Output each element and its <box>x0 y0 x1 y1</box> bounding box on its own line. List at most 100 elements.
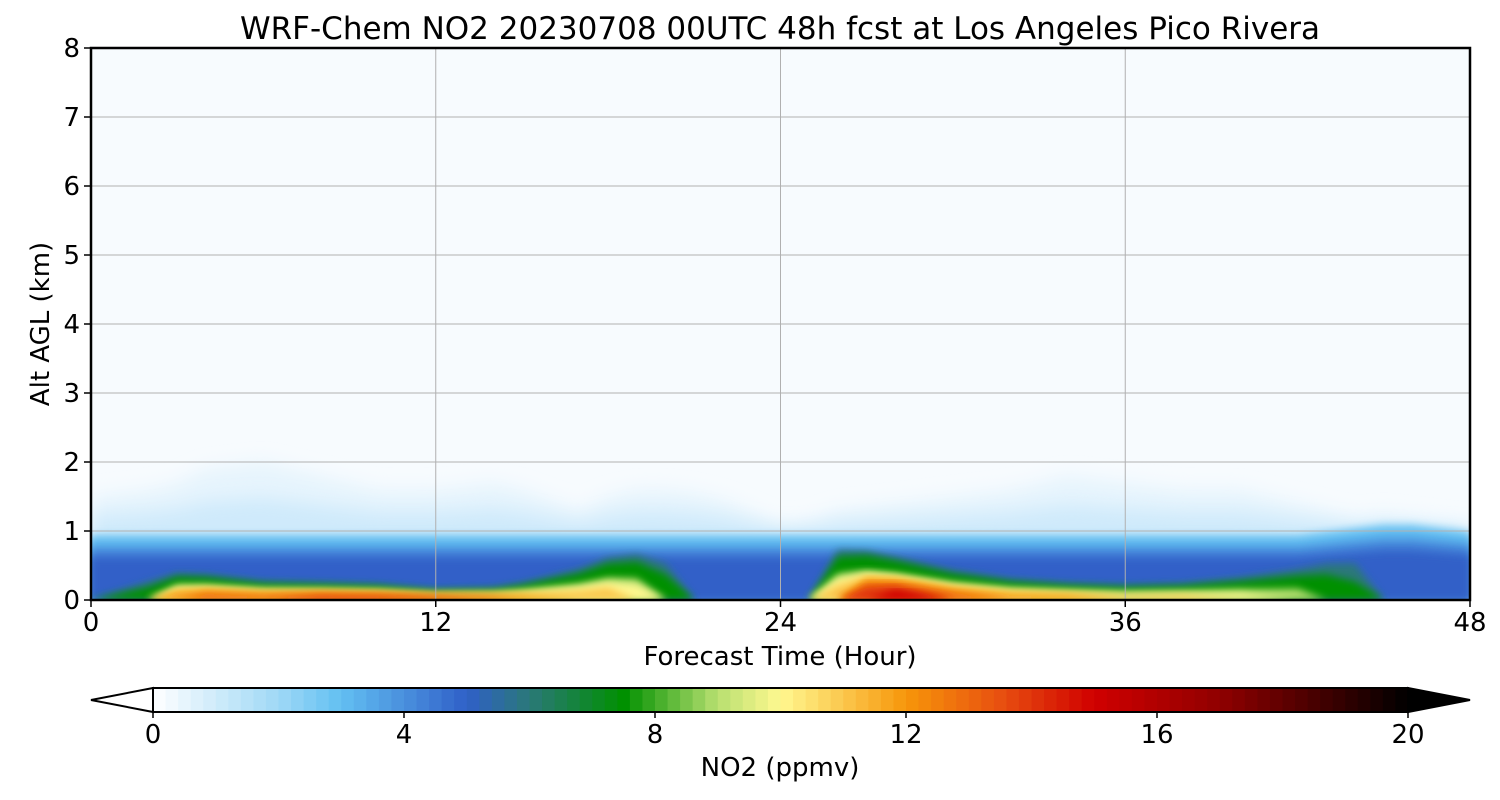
y-tick-label: 7 <box>63 103 80 133</box>
contour-layer <box>91 582 1470 600</box>
colorbar-segment <box>793 688 807 712</box>
colorbar-segment <box>1131 688 1146 712</box>
colorbar-segment <box>278 688 292 712</box>
y-tick-label: 1 <box>63 517 80 547</box>
chart-title: WRF-Chem NO2 20230708 00UTC 48h fcst at … <box>240 11 1320 47</box>
x-axis-label: Forecast Time (Hour) <box>643 642 916 672</box>
colorbar-segment <box>542 688 556 712</box>
colorbar-segment <box>1320 688 1334 712</box>
colorbar-segment <box>353 688 367 712</box>
colorbar-segment <box>479 688 493 712</box>
y-axis-label: Alt AGL (km) <box>26 242 56 406</box>
colorbar-segment <box>1044 688 1058 712</box>
colorbar-segment <box>529 688 543 712</box>
colorbar-segment <box>981 688 995 712</box>
colorbar-segment <box>1219 688 1233 712</box>
colorbar-segment <box>341 688 355 712</box>
colorbar-segment <box>1182 688 1196 712</box>
colorbar-segment <box>642 688 656 712</box>
colorbar-segment <box>717 688 731 712</box>
colorbar-segment <box>1094 688 1108 712</box>
colorbar-segment <box>604 688 618 712</box>
colorbar-segment <box>993 688 1007 712</box>
colorbar-segment <box>805 688 819 712</box>
colorbar-segment <box>567 688 581 712</box>
colorbar-tick-label: 20 <box>1391 720 1424 750</box>
colorbar-segment <box>1207 688 1221 712</box>
colorbar-segment <box>880 688 895 712</box>
colorbar-tick-label: 16 <box>1140 720 1173 750</box>
colorbar-segment <box>1370 688 1384 712</box>
colorbar-segment <box>416 688 430 712</box>
colorbar-segment <box>215 688 229 712</box>
colorbar-segment <box>680 688 694 712</box>
colorbar-segment <box>818 688 832 712</box>
colorbar-segment <box>705 688 719 712</box>
colorbar-segment <box>265 688 280 712</box>
colorbar-segment <box>868 688 882 712</box>
colorbar-segment <box>843 688 857 712</box>
colorbar-segment <box>1382 688 1397 712</box>
colorbar-label: NO2 (ppmv) <box>701 753 860 783</box>
x-tick-label: 0 <box>83 608 100 638</box>
y-tick-label: 3 <box>63 379 80 409</box>
colorbar-segment <box>1194 688 1208 712</box>
colorbar-segment <box>429 688 443 712</box>
colorbar-segment <box>516 688 531 712</box>
colorbar-segment <box>1081 688 1095 712</box>
colorbar: 0 4 8 12 16 20 <box>90 686 1471 750</box>
x-tick-label: 12 <box>419 608 452 638</box>
colorbar-extend-low <box>90 686 154 714</box>
colorbar-segment <box>153 688 167 712</box>
colorbar-segment <box>366 688 380 712</box>
colorbar-segment <box>554 688 568 712</box>
grid-lines <box>91 48 1470 600</box>
colorbar-segment <box>391 688 405 712</box>
colorbar-segment <box>906 688 920 712</box>
colorbar-segment <box>931 688 945 712</box>
colorbar-segment <box>767 688 782 712</box>
colorbar-segment <box>968 688 982 712</box>
colorbar-extend-high <box>1407 686 1471 714</box>
colorbar-segment <box>441 688 455 712</box>
y-axis: 0 1 2 3 4 5 6 7 8 <box>63 34 91 616</box>
colorbar-segment <box>1106 688 1120 712</box>
y-tick-label: 6 <box>63 172 80 202</box>
colorbar-segment <box>692 688 706 712</box>
colorbar-segment <box>178 688 192 712</box>
colorbar-segment <box>592 688 606 712</box>
colorbar-segment <box>855 688 869 712</box>
colorbar-segment <box>1031 688 1045 712</box>
colorbar-tick-label: 4 <box>396 720 413 750</box>
y-tick-label: 4 <box>63 310 80 340</box>
colorbar-segment <box>830 688 844 712</box>
colorbar-segment <box>1282 688 1296 712</box>
colorbar-segment <box>1157 688 1171 712</box>
colorbar-segment <box>165 688 179 712</box>
colorbar-tick-label: 0 <box>145 720 162 750</box>
x-tick-label: 48 <box>1453 608 1486 638</box>
colorbar-segment <box>1018 688 1033 712</box>
colorbar-segment <box>1395 688 1409 712</box>
colorbar-segment <box>1295 688 1309 712</box>
colorbar-segment <box>780 688 794 712</box>
colorbar-segment <box>1144 688 1158 712</box>
colorbar-segment <box>1056 688 1070 712</box>
colorbar-segment <box>378 688 393 712</box>
colorbar-segment <box>1332 688 1346 712</box>
colorbar-segment <box>1269 688 1284 712</box>
colorbar-segment <box>1244 688 1258 712</box>
y-tick-label: 8 <box>63 34 80 64</box>
colorbar-segment <box>893 688 907 712</box>
colorbar-segment <box>655 688 669 712</box>
colorbar-segment <box>228 688 242 712</box>
colorbar-segment <box>504 688 518 712</box>
colorbar-segment <box>466 688 480 712</box>
x-tick-label: 36 <box>1109 608 1142 638</box>
colorbar-segment <box>1257 688 1271 712</box>
colorbar-segment <box>1232 688 1246 712</box>
y-tick-label: 2 <box>63 448 80 478</box>
colorbar-segment <box>617 688 631 712</box>
colorbar-segment <box>1069 688 1083 712</box>
